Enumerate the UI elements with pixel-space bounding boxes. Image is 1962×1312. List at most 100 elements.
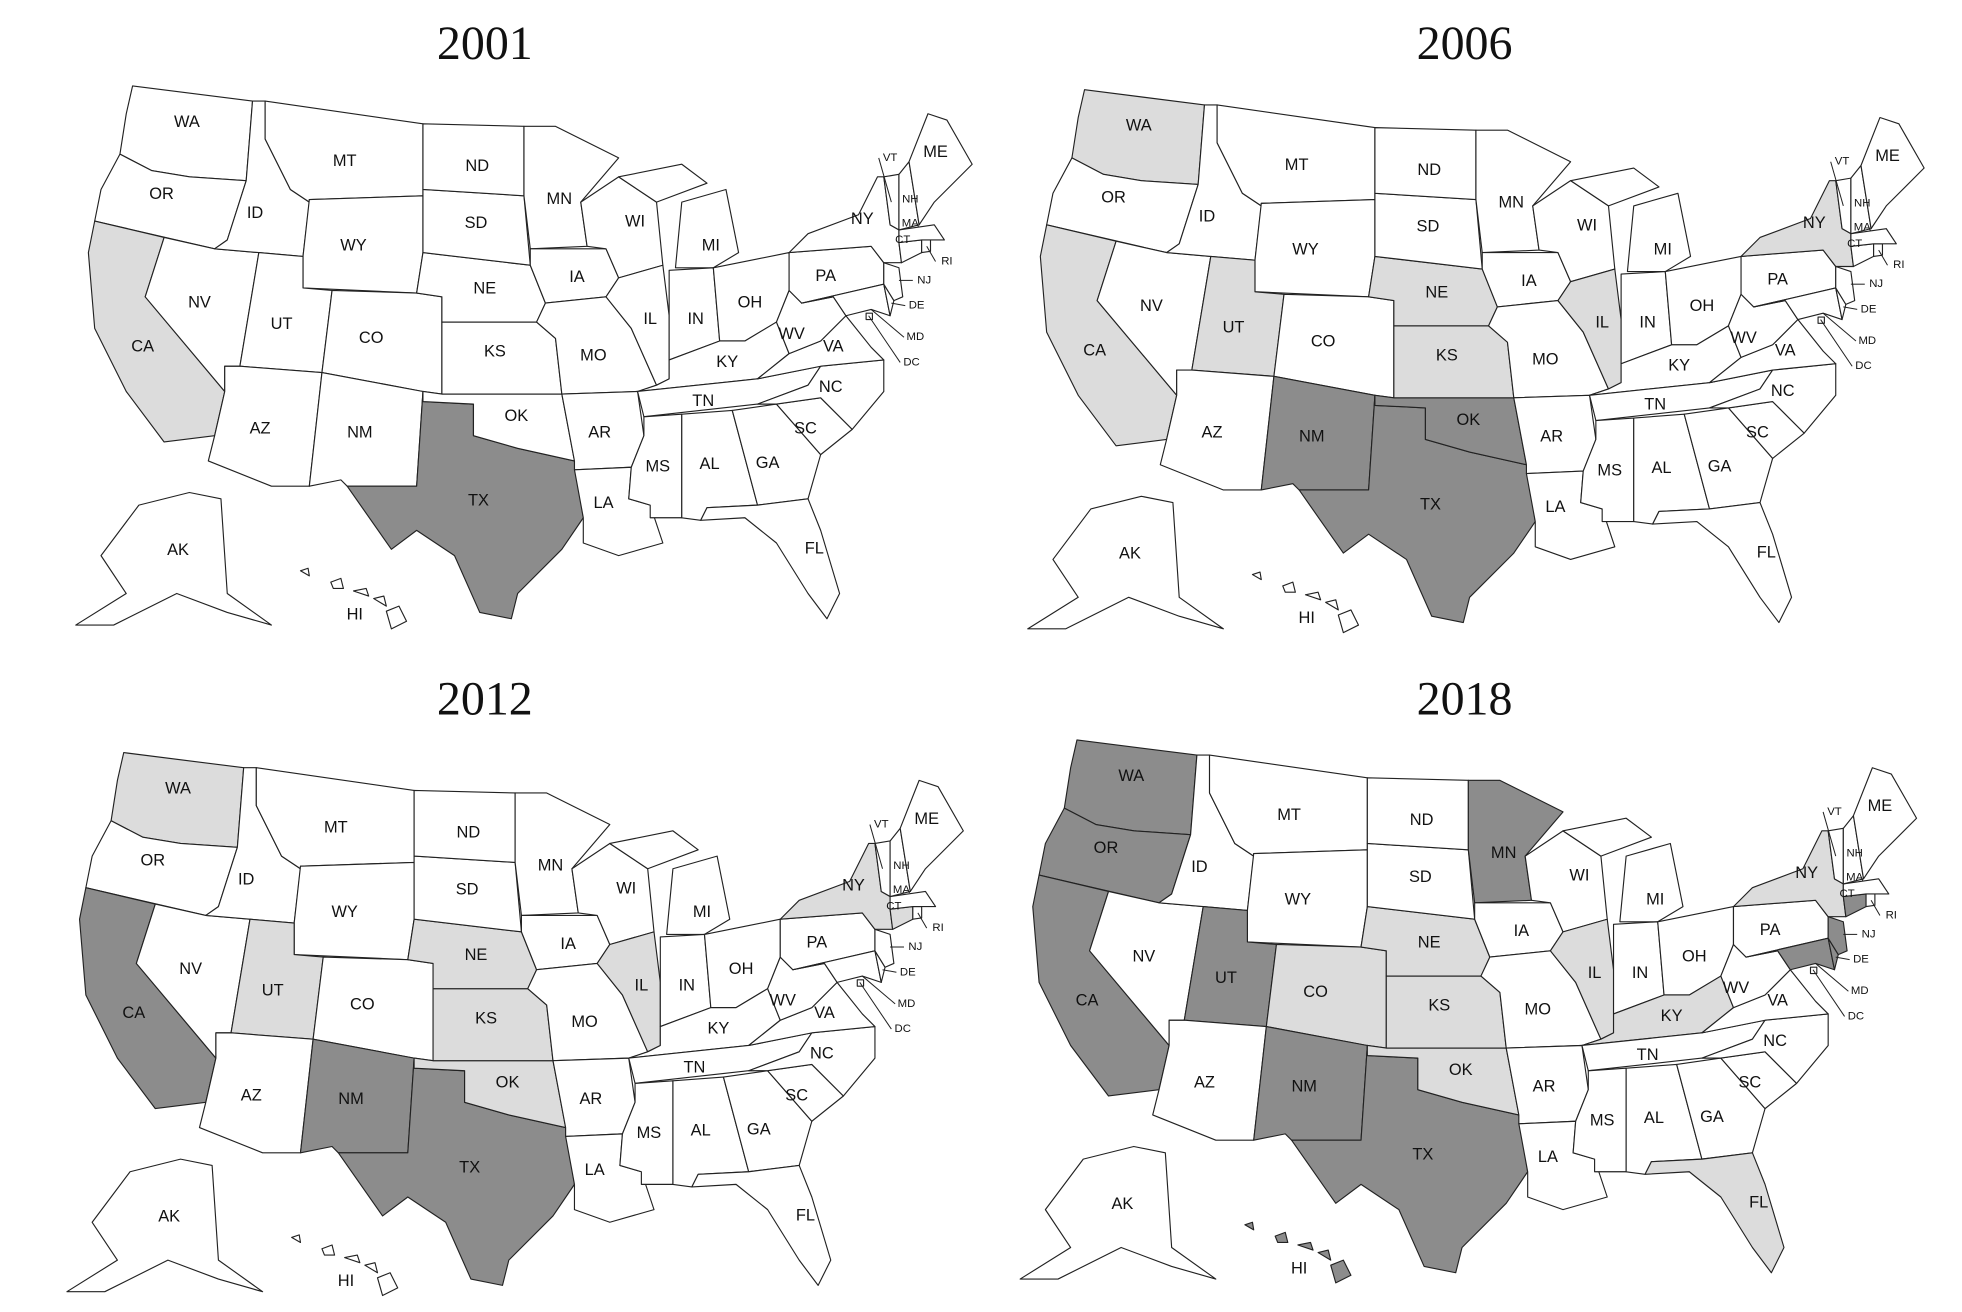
state-label: ID (247, 204, 264, 222)
state-label: KY (1668, 357, 1690, 375)
state-label: CT (1847, 238, 1862, 250)
state-label: NH (893, 860, 909, 872)
state-label: DC (903, 356, 919, 368)
state-label: WA (174, 113, 200, 131)
state-label: VT (1835, 156, 1850, 168)
state-label: CA (122, 1004, 145, 1022)
state-label: NH (1846, 848, 1862, 860)
state-shape (1330, 1259, 1352, 1284)
state-shape (1852, 767, 1918, 880)
state-label: WI (625, 213, 645, 231)
leader-line (917, 912, 928, 929)
state-shape (1562, 817, 1652, 857)
state-label: WA (1126, 117, 1152, 135)
leader-line (1870, 900, 1881, 916)
state-label: OK (505, 407, 529, 425)
state-label: CO (1303, 983, 1328, 1001)
state-label: MT (324, 819, 348, 837)
state-label: FL (1757, 543, 1776, 561)
state-label: HI (338, 1272, 354, 1290)
state-label: NE (465, 946, 488, 964)
state-label: NJ (1862, 928, 1876, 940)
state-label: AZ (1194, 1074, 1215, 1092)
state-label: MS (645, 458, 670, 476)
state-label: DE (1853, 954, 1869, 966)
state-shape (299, 567, 310, 577)
state-shape (908, 113, 973, 226)
state-label: HI (1291, 1259, 1307, 1277)
state-shape (364, 1262, 379, 1274)
state-label: AZ (250, 420, 271, 438)
state-shape (1644, 1152, 1785, 1274)
state-label: ND (1410, 811, 1434, 829)
state-label: WV (778, 325, 804, 343)
state-shape (1652, 502, 1793, 624)
state-label: NC (819, 378, 843, 396)
state-label: CA (1076, 992, 1099, 1010)
state-label: OK (1449, 1061, 1473, 1079)
state-label: UT (1215, 969, 1237, 987)
map-title: 2001 (437, 17, 533, 70)
state-label: NJ (1869, 278, 1883, 290)
state-label: AR (1533, 1077, 1556, 1095)
state-label: OK (1456, 411, 1480, 429)
state-label: NV (188, 293, 211, 311)
state-label: VA (814, 1004, 835, 1022)
state-shape (666, 855, 731, 935)
state-label: VA (1775, 341, 1796, 359)
state-shape (748, 1025, 876, 1097)
state-label: NE (473, 280, 496, 298)
state-label: ND (1417, 161, 1441, 179)
state-label: SC (1746, 423, 1769, 441)
state-label: NM (1291, 1077, 1317, 1095)
state-label: MI (693, 903, 711, 921)
state-label: TX (459, 1158, 480, 1176)
state-label: FL (805, 540, 824, 558)
state-label: DC (895, 1023, 911, 1035)
state-label: SD (456, 881, 479, 899)
state-label: ID (1199, 208, 1216, 226)
state-label: MO (571, 1013, 597, 1031)
state-label: CO (1311, 333, 1336, 351)
state-label: IN (687, 310, 703, 328)
state-label: KS (1428, 997, 1450, 1015)
leader-line (1815, 963, 1849, 992)
state-label: PA (1760, 921, 1781, 939)
leader-line (861, 975, 896, 1005)
state-shape (1708, 363, 1837, 434)
state-label: UT (1223, 319, 1245, 337)
state-shape (75, 491, 273, 626)
state-label: MO (1532, 350, 1558, 368)
state-label: AL (1644, 1109, 1664, 1127)
state-label: PA (1767, 271, 1788, 289)
leader-line (926, 246, 936, 262)
leader-line (891, 302, 906, 307)
leader-line (1812, 969, 1846, 1017)
state-label: CT (886, 901, 901, 913)
state-label: TN (1644, 396, 1666, 414)
state-label: RI (941, 255, 952, 267)
state-label: KY (707, 1019, 729, 1037)
state-label: LA (1538, 1148, 1558, 1166)
state-label: NC (810, 1045, 834, 1063)
state-label: WY (331, 903, 357, 921)
state-label: WI (616, 879, 636, 897)
state-label: MN (1499, 194, 1525, 212)
state-label: NM (338, 1090, 364, 1108)
state-label: AL (700, 455, 720, 473)
state-shape (1827, 916, 1848, 956)
state-shape (373, 595, 387, 607)
state-label: VA (823, 338, 844, 356)
state-shape (1701, 1013, 1829, 1084)
leader-line (869, 824, 884, 869)
state-shape (376, 1272, 399, 1297)
state-label: VT (883, 152, 898, 164)
state-label: TX (1420, 495, 1441, 513)
state-label: KS (475, 1009, 497, 1027)
state-label: MA (1854, 221, 1871, 233)
leader-line (1820, 319, 1853, 367)
state-label: IA (560, 935, 576, 953)
state-label: IN (679, 976, 695, 994)
state-shape (321, 1244, 336, 1256)
